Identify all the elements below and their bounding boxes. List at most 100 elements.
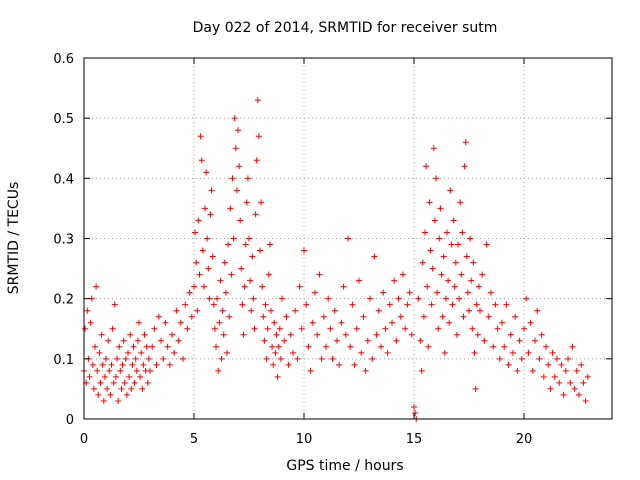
data-point bbox=[312, 289, 318, 296]
data-point bbox=[144, 379, 151, 386]
data-point bbox=[216, 319, 223, 326]
data-point bbox=[404, 301, 411, 308]
data-point bbox=[143, 343, 150, 350]
data-point bbox=[380, 289, 387, 296]
data-point bbox=[473, 301, 480, 308]
data-point bbox=[580, 379, 587, 386]
data-point bbox=[512, 313, 519, 320]
data-point bbox=[516, 337, 523, 344]
data-point bbox=[438, 271, 445, 278]
data-point bbox=[358, 349, 365, 356]
data-point bbox=[426, 199, 433, 206]
data-point bbox=[115, 397, 122, 404]
data-point bbox=[467, 235, 474, 242]
data-point bbox=[448, 241, 455, 248]
data-point bbox=[449, 301, 456, 308]
data-point bbox=[266, 241, 273, 248]
data-point bbox=[514, 367, 521, 374]
data-point bbox=[406, 289, 413, 296]
data-point bbox=[475, 283, 482, 290]
data-point bbox=[389, 319, 395, 326]
data-point bbox=[123, 391, 130, 398]
data-point bbox=[423, 163, 430, 170]
data-point bbox=[244, 175, 251, 182]
data-point bbox=[269, 343, 276, 350]
data-point bbox=[89, 361, 96, 368]
data-point bbox=[431, 217, 438, 224]
data-point bbox=[468, 277, 475, 284]
data-point bbox=[461, 163, 468, 170]
data-point bbox=[527, 319, 534, 326]
data-point bbox=[264, 325, 271, 332]
data-point bbox=[294, 355, 301, 362]
data-point bbox=[582, 397, 589, 404]
data-point bbox=[411, 403, 417, 410]
data-point bbox=[472, 385, 479, 392]
data-point bbox=[345, 235, 351, 242]
data-point bbox=[94, 367, 101, 374]
data-point bbox=[235, 127, 241, 134]
data-point bbox=[193, 259, 200, 266]
data-point bbox=[195, 217, 202, 224]
data-point bbox=[215, 367, 222, 374]
data-point bbox=[238, 265, 245, 272]
data-point bbox=[130, 343, 137, 350]
data-point bbox=[338, 319, 345, 326]
data-point bbox=[456, 295, 463, 302]
data-point bbox=[218, 355, 225, 362]
data-point bbox=[272, 349, 279, 356]
data-point bbox=[232, 145, 239, 152]
data-point bbox=[364, 337, 371, 344]
data-point bbox=[303, 301, 310, 308]
data-point bbox=[556, 379, 563, 386]
data-point bbox=[139, 385, 146, 392]
data-point bbox=[241, 283, 248, 290]
data-point bbox=[384, 349, 391, 356]
data-point bbox=[479, 271, 486, 278]
data-point bbox=[137, 373, 144, 380]
data-point bbox=[323, 343, 329, 350]
data-point bbox=[255, 133, 262, 140]
data-point bbox=[458, 271, 465, 278]
data-point bbox=[471, 349, 478, 356]
data-point bbox=[305, 343, 312, 350]
data-point bbox=[505, 361, 512, 368]
data-point bbox=[518, 355, 525, 362]
data-point bbox=[153, 361, 160, 368]
y-tick-label: 0.1 bbox=[53, 353, 74, 368]
data-point bbox=[209, 253, 216, 260]
data-point bbox=[110, 379, 117, 386]
data-point bbox=[248, 307, 255, 314]
data-point bbox=[192, 229, 199, 236]
data-point bbox=[198, 157, 205, 164]
data-point bbox=[230, 235, 237, 242]
data-point bbox=[240, 331, 247, 338]
data-point bbox=[204, 235, 211, 242]
data-point bbox=[532, 337, 538, 344]
data-point bbox=[258, 199, 265, 206]
data-point bbox=[106, 367, 113, 374]
data-point bbox=[158, 337, 164, 344]
data-point bbox=[86, 373, 93, 380]
data-point bbox=[318, 355, 325, 362]
data-point bbox=[214, 295, 221, 302]
data-point bbox=[367, 295, 373, 302]
data-point bbox=[576, 391, 582, 398]
data-point bbox=[292, 307, 299, 314]
data-point bbox=[188, 313, 195, 320]
data-point bbox=[382, 325, 389, 332]
data-point bbox=[129, 361, 136, 368]
data-point bbox=[236, 163, 243, 170]
data-point bbox=[213, 343, 219, 350]
data-point bbox=[243, 199, 250, 206]
data-point bbox=[420, 313, 427, 320]
data-point bbox=[540, 373, 547, 380]
data-point bbox=[408, 331, 415, 338]
data-point bbox=[309, 319, 316, 326]
data-point bbox=[211, 325, 218, 332]
data-point bbox=[558, 361, 565, 368]
data-point bbox=[226, 313, 233, 320]
data-point bbox=[329, 355, 336, 362]
data-point bbox=[254, 97, 261, 104]
data-point bbox=[441, 349, 448, 356]
